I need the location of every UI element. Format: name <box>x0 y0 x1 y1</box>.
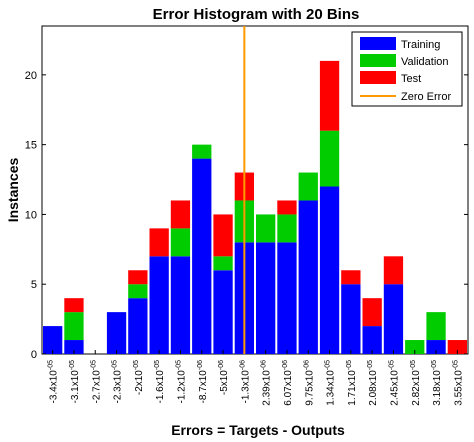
bar-training-bin-17 <box>383 284 404 354</box>
bar-test-bin-9 <box>213 214 233 257</box>
bar-validation-bin-8 <box>192 144 212 159</box>
bar-training-bin-1 <box>43 326 63 354</box>
bar-test-bin-7 <box>170 200 191 229</box>
x-tick-label: 6.07x10-06 <box>282 360 294 406</box>
bar-training-bin-7 <box>170 256 191 354</box>
bar-training-bin-8 <box>192 158 212 354</box>
bar-validation-bin-9 <box>213 256 233 271</box>
bar-training-bin-16 <box>362 326 382 354</box>
bar-test-bin-15 <box>341 270 361 285</box>
x-tick-label: -8.7x10-06 <box>197 360 209 404</box>
legend-label-validation: Validation <box>401 56 449 68</box>
bar-validation-bin-7 <box>170 228 191 257</box>
bar-validation-bin-12 <box>277 214 297 243</box>
x-axis-label: Errors = Targets - Outputs <box>171 422 345 438</box>
x-tick-label: -2.7x10-05 <box>90 360 102 404</box>
x-tick-label: 1.34x10-05 <box>325 360 337 406</box>
x-tick-label: -2.3x10-05 <box>112 360 124 404</box>
bar-test-bin-2 <box>64 298 84 313</box>
y-tick-label: 15 <box>25 140 37 152</box>
y-tick-label: 5 <box>31 279 37 291</box>
chart-title: Error Histogram with 20 Bins <box>153 6 360 23</box>
bar-validation-bin-14 <box>319 130 340 187</box>
x-tick-label: 2.39x10-06 <box>261 360 273 406</box>
legend-label-zero-error: Zero Error <box>401 91 451 103</box>
bar-test-bin-17 <box>383 256 404 285</box>
bar-test-bin-16 <box>362 298 382 327</box>
bar-training-bin-12 <box>277 242 297 354</box>
x-tick-label: 2.82x10-05 <box>410 360 422 406</box>
legend: Training Validation Test Zero Error <box>351 31 463 107</box>
bar-training-bin-19 <box>426 340 446 354</box>
x-tick-label: 3.55x10-05 <box>452 360 464 406</box>
x-tick-label: -1.3x10-06 <box>239 360 251 404</box>
x-tick-label: -3.4x10-05 <box>48 360 60 404</box>
legend-label-training: Training <box>401 39 440 51</box>
bar-training-bin-11 <box>256 242 276 354</box>
legend-label-test: Test <box>401 73 421 85</box>
legend-swatch-test <box>360 71 396 84</box>
bar-training-bin-4 <box>106 312 127 354</box>
y-axis-ticks: 0 5 10 15 20 <box>25 70 468 361</box>
x-tick-label: -5x10-06 <box>218 360 230 395</box>
x-tick-label: 1.71x10-05 <box>346 360 358 406</box>
bar-validation-bin-19 <box>426 312 446 341</box>
legend-swatch-validation <box>360 54 396 67</box>
y-axis-label: Instances <box>5 157 21 222</box>
bar-test-bin-6 <box>149 228 169 257</box>
y-tick-label: 20 <box>25 70 37 82</box>
bar-test-bin-14 <box>319 60 340 131</box>
y-tick-label: 0 <box>31 349 37 361</box>
bar-training-bin-14 <box>319 186 340 354</box>
y-tick-label: 10 <box>25 209 37 221</box>
bar-test-bin-20 <box>447 340 467 354</box>
bar-training-bin-13 <box>298 200 318 354</box>
x-tick-label: -1.6x10-05 <box>154 360 166 404</box>
legend-swatch-training <box>360 37 396 50</box>
bar-validation-bin-18 <box>405 340 425 354</box>
x-tick-label: 2.08x10-05 <box>367 360 379 406</box>
x-tick-label: -3.1x10-05 <box>69 360 81 404</box>
x-tick-label: -1.2x10-05 <box>175 360 187 404</box>
bar-validation-bin-2 <box>64 312 84 341</box>
x-tick-label: -2x10-05 <box>133 360 145 395</box>
bar-validation-bin-13 <box>298 172 318 201</box>
bar-validation-bin-5 <box>128 284 148 299</box>
x-tick-label: 9.75x10-06 <box>303 360 315 406</box>
bar-test-bin-12 <box>277 200 297 215</box>
x-tick-label: 2.45x10-05 <box>388 360 400 406</box>
bar-training-bin-15 <box>341 284 361 354</box>
bar-training-bin-6 <box>149 256 169 354</box>
bar-training-bin-5 <box>128 298 148 354</box>
x-tick-label: 3.18x10-05 <box>431 360 443 406</box>
bar-validation-bin-11 <box>256 214 276 243</box>
bar-test-bin-5 <box>128 270 148 285</box>
bar-training-bin-9 <box>213 270 233 354</box>
x-axis-ticks: -3.4x10-05 -3.1x10-05 -2.7x10-05 -2.3x10-05… <box>48 350 464 406</box>
bar-training-bin-2 <box>64 340 84 354</box>
